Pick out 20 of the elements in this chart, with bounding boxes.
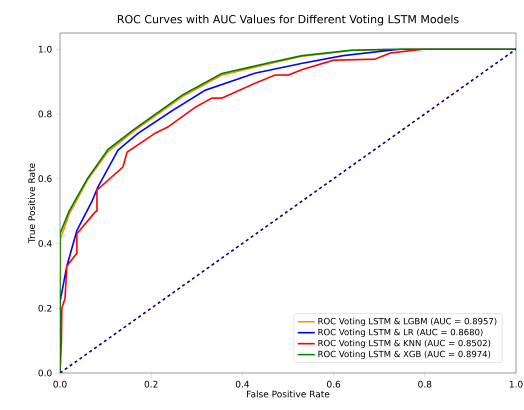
x-tick-label: 0.0 (53, 380, 67, 388)
legend-label: ROC Voting LSTM & XGB (AUC = 0.8974) (318, 350, 490, 359)
legend-label: ROC Voting LSTM & LR (AUC = 0.8680) (318, 328, 483, 337)
x-tick-label: 0.2 (144, 380, 158, 388)
y-tick-label: 1.0 (38, 46, 52, 53)
line-series (60, 48, 516, 373)
x-tick-label: 0.8 (418, 380, 432, 388)
y-tick-label: 0.6 (38, 175, 52, 182)
x-tick-label: 1.0 (510, 380, 523, 388)
x-tick-label: 0.4 (236, 380, 250, 388)
y-tick-label: 0.2 (38, 304, 52, 312)
legend-label: ROC Voting LSTM & LGBM (AUC = 0.8957) (318, 318, 496, 326)
legend-label: ROC Voting LSTM & KNN (AUC = 0.8502) (318, 340, 490, 348)
y-tick-label: 0.8 (38, 110, 52, 118)
x-tick-label: 0.6 (327, 380, 340, 388)
y-tick-label: 0.4 (38, 240, 52, 247)
y-tick-label: 0.0 (38, 370, 52, 376)
y-axis-title: True Positive Rate (28, 163, 36, 244)
chart-title: ROC Curves with AUC Values for Different Voting LSTM Models (118, 14, 459, 26)
x-axis-title: False Positive Rate (247, 390, 330, 398)
